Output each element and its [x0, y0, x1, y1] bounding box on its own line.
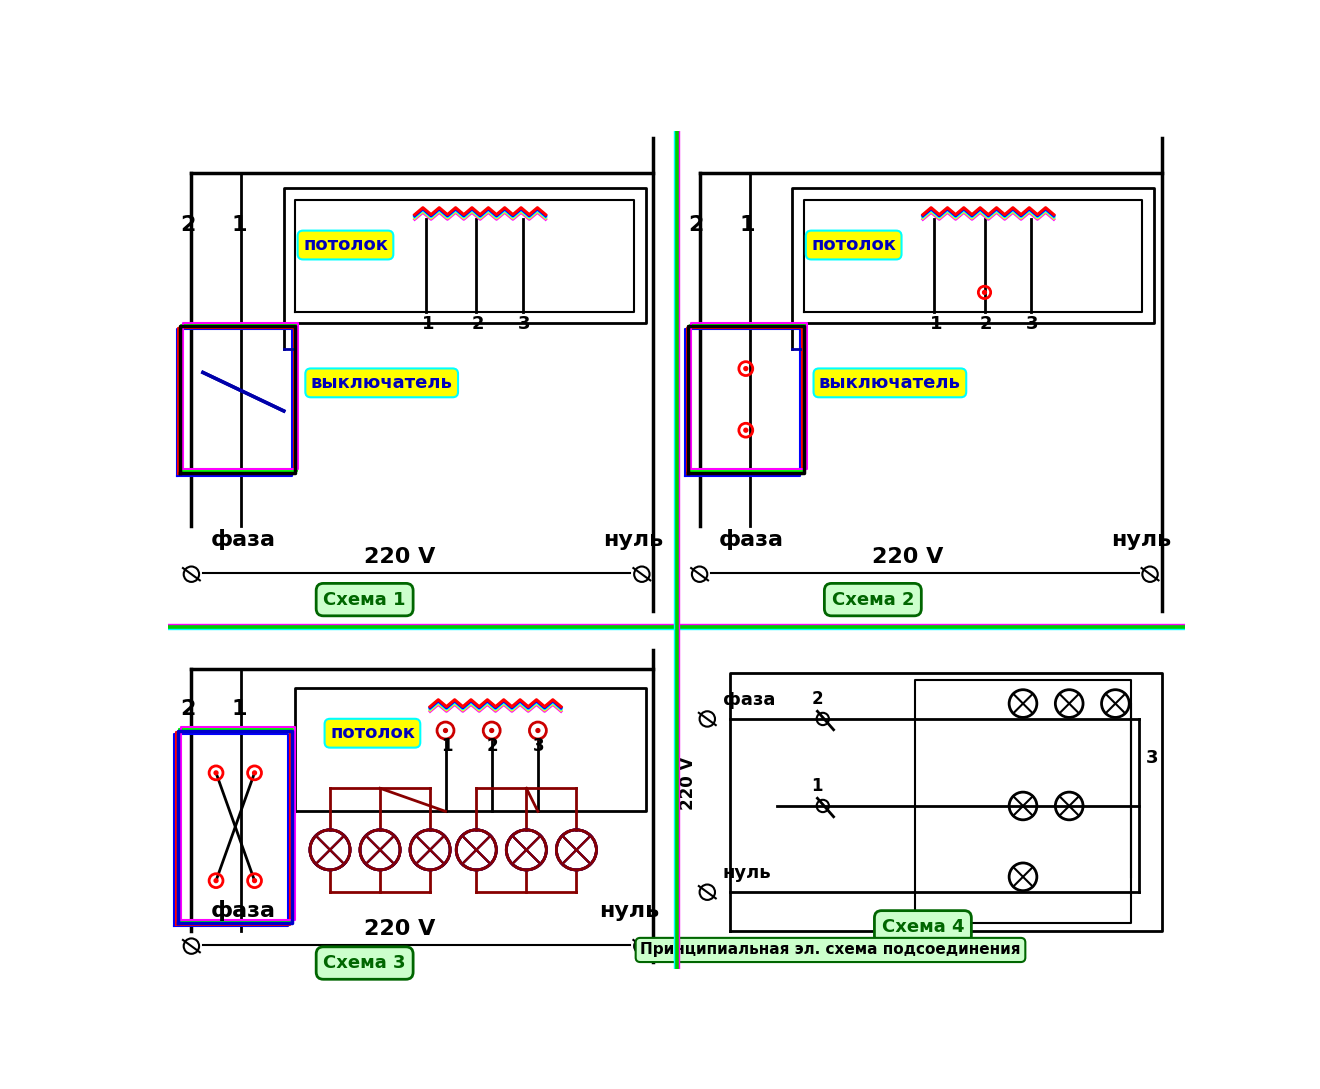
Text: фаза: фаза [211, 900, 276, 921]
Text: фаза: фаза [211, 529, 276, 550]
Text: нуль: нуль [603, 529, 664, 550]
Text: 1: 1 [231, 699, 247, 719]
Text: 1: 1 [231, 215, 247, 235]
Text: потолок: потолок [304, 236, 388, 254]
Text: 220 V: 220 V [363, 547, 436, 566]
Text: нуль: нуль [1111, 529, 1172, 550]
Text: 1: 1 [441, 737, 453, 756]
Text: Принципиальная эл. схема подсоединения: Принципиальная эл. схема подсоединения [640, 942, 1020, 957]
Text: 2: 2 [979, 315, 993, 332]
Text: 3: 3 [1026, 315, 1039, 332]
Text: выключатель: выключатель [310, 374, 453, 392]
Text: фаза: фаза [719, 529, 784, 550]
Circle shape [744, 428, 747, 432]
Text: 2: 2 [180, 699, 195, 719]
Text: 3: 3 [1146, 749, 1159, 767]
Text: нуль: нуль [599, 901, 660, 921]
Text: 220 V: 220 V [363, 918, 436, 939]
Text: 2: 2 [471, 315, 484, 332]
Circle shape [252, 771, 256, 774]
Text: потолок: потолок [330, 724, 414, 743]
Text: 1: 1 [421, 315, 434, 332]
Text: 2: 2 [812, 689, 822, 708]
Text: Схема 3: Схема 3 [323, 954, 407, 972]
Text: нуль: нуль [723, 865, 771, 882]
Text: Схема 1: Схема 1 [323, 590, 407, 609]
Text: 1: 1 [739, 215, 755, 235]
Text: потолок: потолок [812, 236, 896, 254]
Text: 3: 3 [517, 315, 531, 332]
Text: 2: 2 [487, 737, 499, 756]
Text: 220 V: 220 V [678, 757, 697, 810]
Text: выключатель: выключатель [818, 374, 961, 392]
Circle shape [536, 729, 540, 733]
Circle shape [214, 879, 218, 882]
Circle shape [744, 367, 747, 370]
Text: 2: 2 [688, 215, 704, 235]
Circle shape [982, 291, 986, 294]
Circle shape [214, 771, 218, 774]
Text: 1: 1 [812, 776, 822, 795]
Circle shape [490, 729, 494, 733]
Text: Схема 2: Схема 2 [832, 590, 915, 609]
Text: 3: 3 [533, 737, 545, 756]
Text: фаза: фаза [723, 692, 775, 709]
Text: Схема 4: Схема 4 [882, 918, 964, 935]
Text: 220 V: 220 V [871, 547, 944, 566]
Circle shape [252, 879, 256, 882]
Text: 2: 2 [180, 215, 195, 235]
Text: 1: 1 [929, 315, 942, 332]
Circle shape [444, 729, 447, 733]
